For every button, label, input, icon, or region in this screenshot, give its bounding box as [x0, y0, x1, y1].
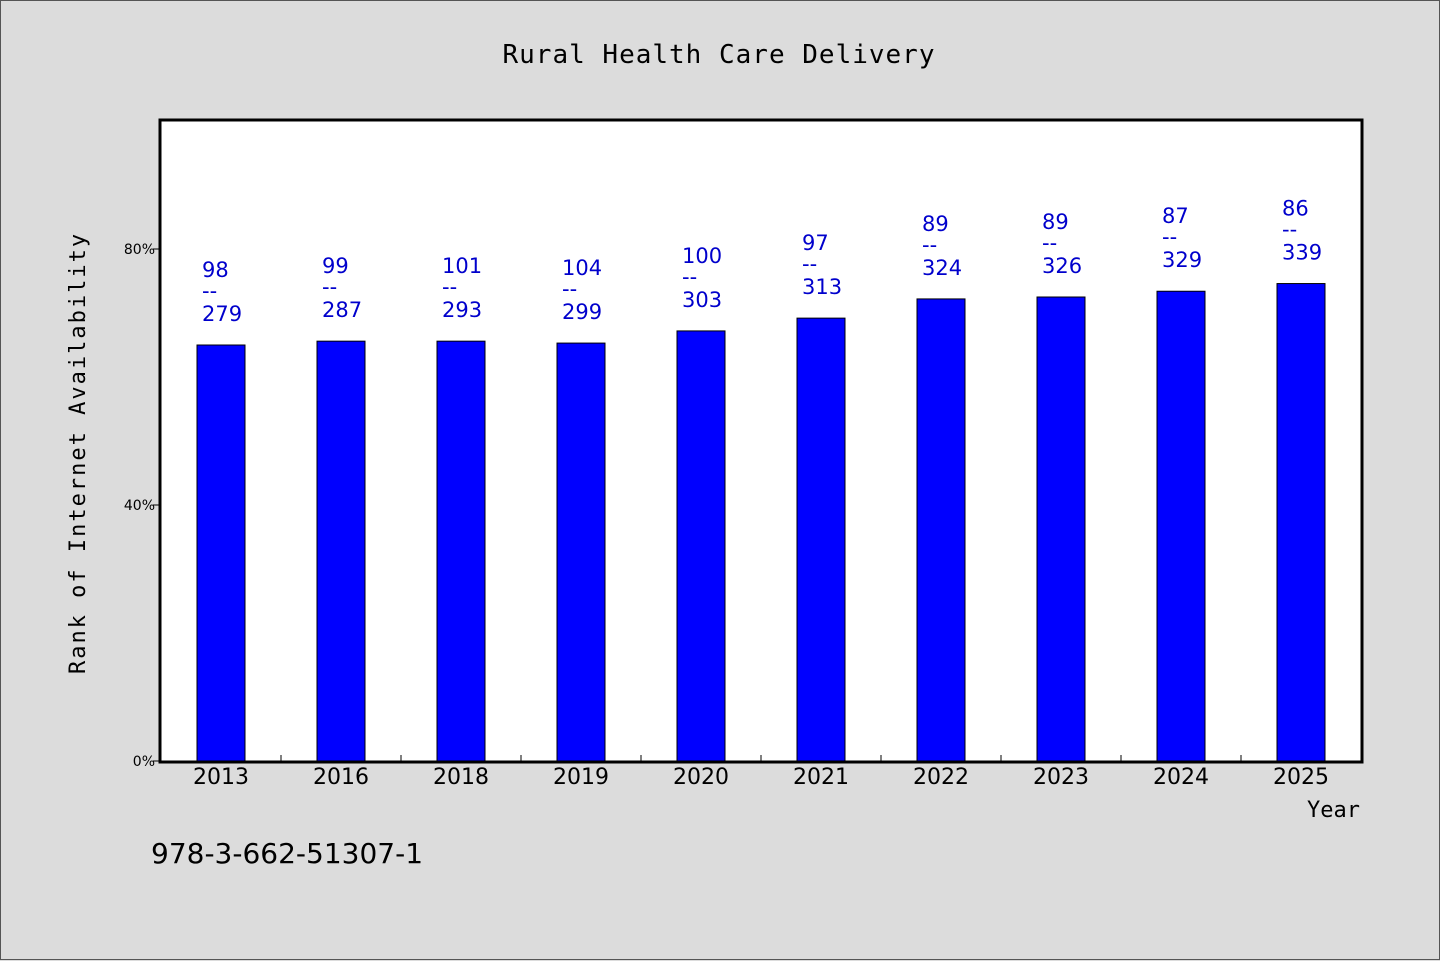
bars-group — [196, 283, 1326, 762]
bar-label-bottom: 303 — [682, 288, 722, 312]
bar-label-separator: -- — [802, 252, 817, 276]
bar — [1036, 296, 1086, 762]
bar-label-top: 101 — [442, 254, 482, 278]
bar-label-separator: -- — [442, 275, 457, 299]
bar-label-bottom: 329 — [1162, 248, 1202, 272]
bar-label-separator: -- — [322, 275, 337, 299]
bar-label-separator: -- — [1282, 218, 1297, 242]
bar-label-bottom: 326 — [1042, 254, 1082, 278]
bar — [1276, 283, 1326, 762]
y-tick-label: 0% — [133, 754, 155, 770]
bar-label-top: 100 — [682, 244, 722, 268]
x-tick-label: 2018 — [433, 765, 489, 790]
bar-label-bottom: 299 — [562, 300, 602, 324]
bar-label-separator: -- — [562, 277, 577, 301]
bar-label-top: 98 — [202, 258, 229, 282]
x-tick-label: 2024 — [1153, 765, 1209, 790]
bar-label-top: 97 — [802, 231, 829, 255]
bar-label-bottom: 339 — [1282, 241, 1322, 265]
bar-label-top: 104 — [562, 256, 602, 280]
bar-label-bottom: 313 — [802, 275, 842, 299]
y-axis-ticks: 0% 40% 80% — [124, 242, 161, 770]
x-tick-label: 2021 — [793, 765, 849, 790]
bar-label-bottom: 293 — [442, 298, 482, 322]
x-tick-label: 2022 — [913, 765, 969, 790]
x-axis-ticks: 2013 2016 2018 2019 2020 2021 2022 2023 2024 2025 — [193, 755, 1329, 790]
x-axis-label: Year — [1307, 798, 1360, 823]
bar-label-separator: -- — [1162, 225, 1177, 249]
y-axis-label: Rank of Internet Availability — [66, 232, 91, 674]
y-tick-label: 40% — [124, 498, 155, 514]
bar-label-top: 89 — [1042, 210, 1069, 234]
bar — [556, 342, 606, 762]
bar — [796, 317, 846, 762]
bar — [196, 344, 246, 762]
x-tick-label: 2016 — [313, 765, 369, 790]
bar — [1156, 290, 1206, 762]
chart-title: Rural Health Care Delivery — [503, 40, 936, 70]
bar — [916, 298, 966, 762]
y-tick-label: 80% — [124, 242, 155, 258]
bar — [436, 340, 486, 762]
bar-label-top: 89 — [922, 212, 949, 236]
bar-label-bottom: 279 — [202, 302, 242, 326]
x-tick-label: 2013 — [193, 765, 249, 790]
x-tick-label: 2025 — [1273, 765, 1329, 790]
bar — [676, 330, 726, 762]
bar-label-separator: -- — [682, 265, 697, 289]
bar-label-separator: -- — [1042, 231, 1057, 255]
bar-label-bottom: 324 — [922, 256, 962, 280]
x-tick-label: 2023 — [1033, 765, 1089, 790]
x-tick-label: 2019 — [553, 765, 609, 790]
bar-label-bottom: 287 — [322, 298, 362, 322]
bar-label-top: 87 — [1162, 204, 1189, 228]
bar-label-top: 86 — [1282, 197, 1309, 221]
bar-label-separator: -- — [202, 279, 217, 303]
bar — [316, 340, 366, 762]
data-labels-group: 98--27999--287101--293104--299100--30397… — [202, 197, 1322, 326]
footer-code: 978-3-662-51307-1 — [151, 837, 423, 870]
x-tick-label: 2020 — [673, 765, 729, 790]
bar-label-top: 99 — [322, 254, 349, 278]
bar-label-separator: -- — [922, 233, 937, 257]
